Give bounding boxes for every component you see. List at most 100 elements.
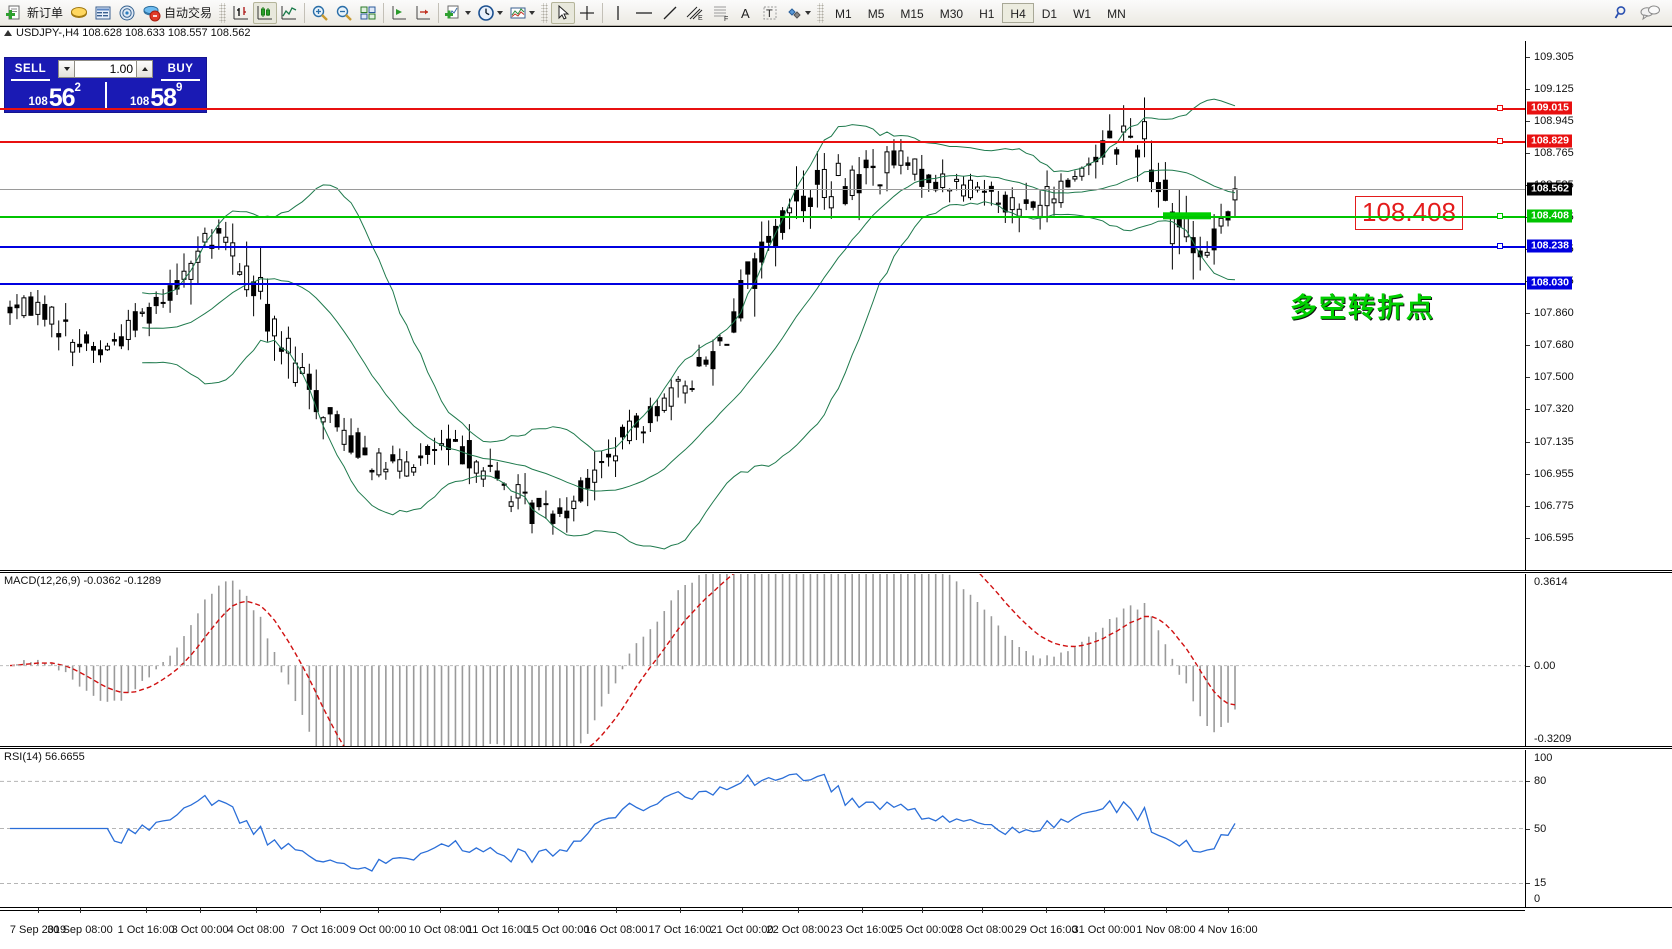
- pane-separator-2[interactable]: [0, 746, 1672, 749]
- text-label-button[interactable]: T: [758, 2, 782, 24]
- period-caret-icon[interactable]: [497, 10, 504, 15]
- volume-stepper[interactable]: 1.00: [58, 60, 153, 78]
- objects-caret-icon[interactable]: [805, 10, 812, 15]
- macd-pane[interactable]: MACD(12,26,9) -0.0362 -0.1289 0.3614 0.00…: [0, 574, 1672, 747]
- buy-price-big: 58: [150, 84, 177, 112]
- price-axis-tick: [1526, 377, 1530, 379]
- volume-increase-button[interactable]: [136, 60, 153, 78]
- price-line-anchor[interactable]: [1497, 105, 1503, 112]
- time-axis-tick: [982, 908, 983, 913]
- cursor-icon: [558, 4, 570, 20]
- buy-button[interactable]: BUY: [155, 58, 206, 81]
- line-chart-button[interactable]: [277, 2, 301, 24]
- autotrade-icon: [143, 5, 161, 21]
- macd-plot-area[interactable]: [0, 574, 1525, 747]
- price-tag: 108.408: [1527, 209, 1572, 223]
- time-axis-tick: [616, 908, 617, 913]
- text-button[interactable]: A: [734, 2, 758, 24]
- time-axis-label: 9 Oct 00:00: [349, 924, 407, 936]
- fibonacci-button[interactable]: F: [708, 2, 734, 24]
- macd-axis-tick: [1526, 665, 1530, 667]
- price-axis[interactable]: 109.305109.125108.945108.765108.585108.4…: [1525, 41, 1672, 570]
- buy-price-whole: 108: [130, 96, 150, 108]
- timeframe-h4[interactable]: H4: [1002, 2, 1034, 23]
- market-watch-button[interactable]: [91, 2, 115, 24]
- price-level-line[interactable]: [0, 188, 1525, 190]
- equidistant-channel-button[interactable]: E: [682, 2, 708, 24]
- auto-scroll-button[interactable]: [411, 2, 435, 24]
- price-tag: 108.238: [1527, 239, 1572, 253]
- chinese-note-annotation[interactable]: 多空转折点: [1290, 292, 1435, 324]
- period-button[interactable]: [474, 2, 506, 24]
- price-axis-tick: [1526, 120, 1530, 122]
- price-level-line[interactable]: [0, 246, 1525, 249]
- price-level-line[interactable]: [0, 108, 1525, 111]
- charts-icon: [71, 6, 88, 18]
- navigator-button[interactable]: [115, 2, 139, 24]
- price-pane[interactable]: 109.305109.125108.945108.765108.585108.4…: [0, 41, 1672, 570]
- one-click-trading-panel[interactable]: SELL 1.00 BUY 108: [4, 57, 207, 113]
- indicators-button[interactable]: [506, 2, 538, 24]
- timeframe-m5[interactable]: M5: [867, 6, 885, 21]
- timeframe-m30[interactable]: M30: [939, 6, 964, 21]
- hline-icon: [636, 11, 653, 14]
- crosshair-button[interactable]: [575, 2, 599, 24]
- price-level-line[interactable]: [0, 216, 1525, 219]
- autotrade-button[interactable]: 自动交易: [139, 2, 216, 24]
- shift-end-button[interactable]: [387, 2, 411, 24]
- zoom-out-button[interactable]: [332, 2, 356, 24]
- price-level-line[interactable]: [0, 141, 1525, 144]
- pane-separator-1[interactable]: [0, 570, 1672, 573]
- vline-button[interactable]: [606, 2, 630, 24]
- indicators-caret-icon[interactable]: [529, 10, 536, 15]
- text-icon: A: [741, 6, 750, 21]
- trendline-button[interactable]: [658, 2, 682, 24]
- time-axis-tick: [200, 908, 201, 913]
- time-axis-label: 4 Nov 16:00: [1198, 924, 1258, 936]
- buy-price[interactable]: 108 58 9: [107, 80, 207, 112]
- sell-price[interactable]: 108 56 2: [5, 80, 105, 112]
- timeframe-mn[interactable]: MN: [1107, 6, 1126, 21]
- price-line-anchor[interactable]: [1497, 138, 1503, 145]
- price-annotation-box[interactable]: 108.408: [1355, 196, 1463, 231]
- time-axis-tick: [256, 908, 257, 913]
- tile-windows-button[interactable]: [356, 2, 380, 24]
- time-axis[interactable]: 7 Sep 2019 30 Sep 08:00 1 Oct 16:00 3 Oct 0…: [0, 907, 1672, 949]
- toolbar-grip[interactable]: [219, 2, 227, 23]
- timeframe-w1[interactable]: W1: [1073, 6, 1092, 21]
- objects-button[interactable]: [782, 2, 814, 24]
- price-line-anchor[interactable]: [1497, 213, 1503, 220]
- new-order-button[interactable]: 新订单: [2, 2, 67, 24]
- templates-caret-icon[interactable]: [465, 10, 472, 15]
- chart-collapse-icon[interactable]: [4, 30, 12, 36]
- rsi-axis-label: 80: [1534, 775, 1547, 788]
- rsi-plot-area[interactable]: [0, 750, 1525, 907]
- timeframe-m1[interactable]: M1: [835, 6, 852, 21]
- time-axis-label: 11 Oct 16:00: [466, 924, 530, 936]
- zoom-in-button[interactable]: [308, 2, 332, 24]
- rsi-axis-label: 50: [1534, 822, 1547, 835]
- chat-button[interactable]: [1636, 2, 1664, 24]
- hline-button[interactable]: [630, 2, 658, 24]
- cursor-button[interactable]: [551, 1, 576, 24]
- timeframe-h1[interactable]: H1: [979, 6, 995, 21]
- volume-decrease-button[interactable]: [58, 60, 75, 78]
- chart-window[interactable]: USDJPY-,H4 108.628 108.633 108.557 108.5…: [0, 26, 1672, 949]
- charts-button[interactable]: [67, 2, 91, 24]
- bar-chart-button[interactable]: [229, 2, 253, 24]
- price-line-anchor[interactable]: [1497, 243, 1503, 250]
- candlestick-chart-button[interactable]: [253, 1, 278, 24]
- chevron-down-icon: [63, 67, 70, 71]
- volume-input[interactable]: 1.00: [75, 60, 136, 78]
- price-axis-label: 106.775: [1534, 500, 1574, 513]
- templates-button[interactable]: [442, 2, 474, 24]
- green-highlight-marker: [1163, 212, 1211, 220]
- sell-button[interactable]: SELL: [5, 58, 56, 81]
- timeframe-m15[interactable]: M15: [900, 6, 924, 21]
- price-level-line[interactable]: [0, 283, 1525, 286]
- toolbar-grip-2[interactable]: [541, 2, 549, 23]
- search-button[interactable]: [1610, 2, 1636, 24]
- rsi-pane[interactable]: RSI(14) 56.6655 100 80 50 15 0: [0, 750, 1672, 907]
- toolbar-grip-3[interactable]: [817, 2, 825, 23]
- timeframe-d1[interactable]: D1: [1041, 6, 1058, 21]
